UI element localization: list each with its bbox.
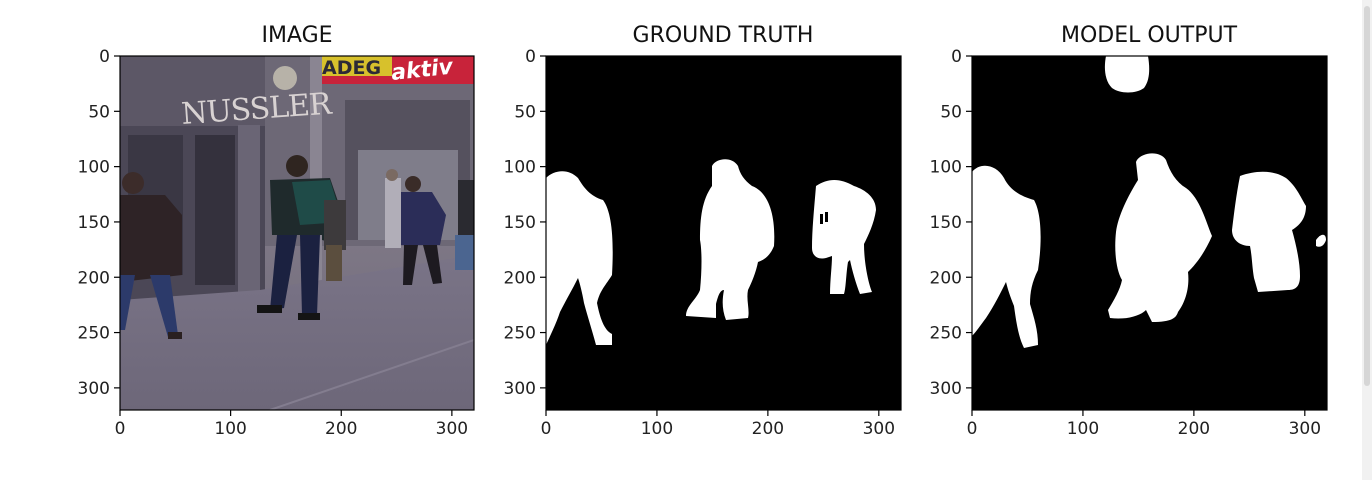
pedestrian-far-left [324, 200, 346, 281]
street-photo: NUSSLER ADEG aktiv [120, 56, 474, 410]
street-lamp [273, 66, 297, 90]
y-tick-label: 100 [78, 158, 110, 178]
building-pillar [238, 125, 260, 295]
axes-frame [545, 55, 902, 411]
scroll-thumb[interactable] [1364, 6, 1370, 386]
ground-truth-mask [546, 56, 901, 410]
y-tick-label: 0 [951, 47, 962, 67]
y-tick-label: 200 [78, 268, 110, 288]
mask-blob-right [1232, 171, 1306, 292]
y-axis: 0 50 100 150 200 250 300 [78, 47, 120, 399]
sign-text-adeg: ADEG [322, 57, 381, 79]
y-tick-label: 250 [930, 324, 962, 344]
x-tick-label: 0 [115, 419, 126, 439]
yellow-sign-band [322, 56, 392, 76]
mask-hole [820, 214, 823, 224]
x-tick-label: 100 [214, 419, 246, 439]
y-tick-label: 200 [930, 268, 962, 288]
pedestrian-edge [455, 180, 474, 270]
y-tick-label: 100 [504, 158, 536, 178]
x-tick-label: 300 [863, 419, 895, 439]
mask-blob-right [812, 180, 876, 294]
y-tick-label: 200 [504, 268, 536, 288]
panel-image: IMAGE [78, 23, 475, 439]
x-tick-label: 0 [541, 419, 552, 439]
y-tick-label: 150 [78, 213, 110, 233]
y-tick-label: 300 [930, 379, 962, 399]
panel-title: GROUND TRUTH [633, 23, 814, 48]
y-tick-label: 150 [930, 213, 962, 233]
axes-frame [971, 55, 1328, 411]
x-tick-label: 100 [1067, 419, 1099, 439]
mask-blob-top [1104, 56, 1150, 93]
y-tick-label: 0 [99, 47, 110, 67]
y-tick-label: 300 [78, 379, 110, 399]
mask-blob-center [686, 159, 775, 320]
model-output-mask [972, 56, 1327, 410]
mask-blob-speck [1316, 234, 1326, 247]
y-tick-label: 150 [504, 213, 536, 233]
y-tick-label: 50 [88, 102, 110, 122]
building-left-upper [120, 56, 265, 126]
x-tick-label: 0 [967, 419, 978, 439]
panel-model-output: MODEL OUTPUT 0 100 200 300 0 50 100 150 200 250 3… [930, 23, 1328, 439]
mask-blob-center [1108, 153, 1212, 322]
y-tick-label: 0 [525, 47, 536, 67]
y-tick-label: 300 [504, 379, 536, 399]
pedestrian-right [398, 176, 446, 285]
x-axis: 0 100 200 300 [541, 410, 895, 439]
y-tick-label: 50 [514, 102, 536, 122]
y-tick-label: 250 [504, 324, 536, 344]
x-tick-label: 300 [1289, 419, 1321, 439]
scrollbar[interactable] [1362, 0, 1372, 480]
mask-blob-left [972, 165, 1041, 348]
y-axis: 0 50 100 150 200 250 300 [504, 47, 546, 399]
mask-blob-left [546, 171, 613, 345]
mask-hole [825, 212, 828, 222]
panel-title: MODEL OUTPUT [1061, 23, 1238, 48]
panel-ground-truth: GROUND TRUTH 0 100 200 300 0 50 100 150 200 250 3… [504, 23, 902, 439]
x-tick-label: 300 [436, 419, 468, 439]
x-tick-label: 100 [641, 419, 673, 439]
axes-frame [119, 55, 475, 411]
y-tick-label: 100 [930, 158, 962, 178]
x-tick-label: 200 [325, 419, 357, 439]
shop-door-left [195, 135, 235, 285]
x-tick-label: 200 [752, 419, 784, 439]
x-axis: 0 100 200 300 [967, 410, 1321, 439]
x-axis: 0 100 200 300 [115, 410, 468, 439]
y-tick-label: 250 [78, 324, 110, 344]
pavement-line [269, 339, 474, 410]
pedestrian-background [385, 169, 401, 248]
y-axis: 0 50 100 150 200 250 300 [930, 47, 972, 399]
pedestrian-left [120, 172, 182, 339]
panel-title: IMAGE [261, 23, 332, 48]
x-tick-label: 200 [1178, 419, 1210, 439]
y-tick-label: 50 [940, 102, 962, 122]
